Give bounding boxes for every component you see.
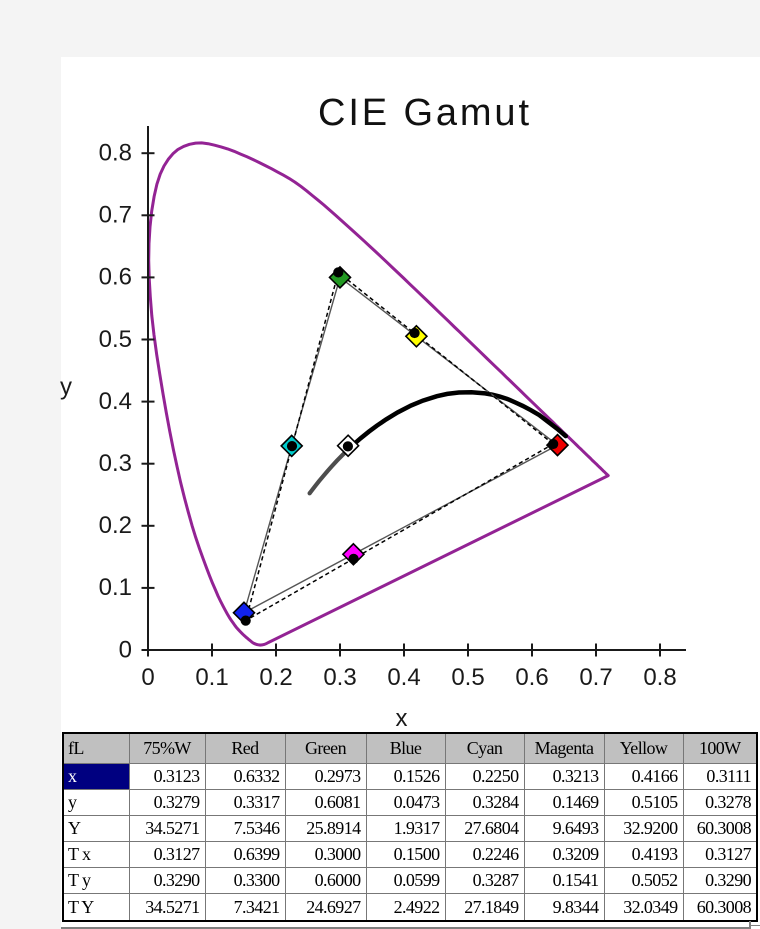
svg-text:0.2: 0.2 [99, 512, 132, 539]
svg-text:0.5: 0.5 [451, 664, 484, 691]
svg-text:CIE Gamut: CIE Gamut [318, 92, 529, 134]
svg-text:0.8: 0.8 [643, 664, 676, 691]
svg-text:0.6: 0.6 [99, 264, 132, 291]
svg-text:0.1: 0.1 [99, 574, 132, 601]
svg-text:0.7: 0.7 [99, 202, 132, 229]
svg-text:0.7: 0.7 [579, 664, 612, 691]
svg-text:0: 0 [119, 636, 132, 663]
svg-text:0.8: 0.8 [99, 140, 132, 167]
svg-text:x: x [396, 705, 408, 732]
svg-text:0.5: 0.5 [99, 326, 132, 353]
svg-text:0.2: 0.2 [259, 664, 292, 691]
svg-text:0.3: 0.3 [323, 664, 356, 691]
svg-text:y: y [60, 374, 72, 401]
svg-text:0.4: 0.4 [387, 664, 420, 691]
svg-text:0.4: 0.4 [99, 388, 132, 415]
svg-text:0.1: 0.1 [195, 664, 228, 691]
svg-text:0.3: 0.3 [99, 450, 132, 477]
svg-text:0.6: 0.6 [515, 664, 548, 691]
svg-text:0: 0 [141, 664, 154, 691]
